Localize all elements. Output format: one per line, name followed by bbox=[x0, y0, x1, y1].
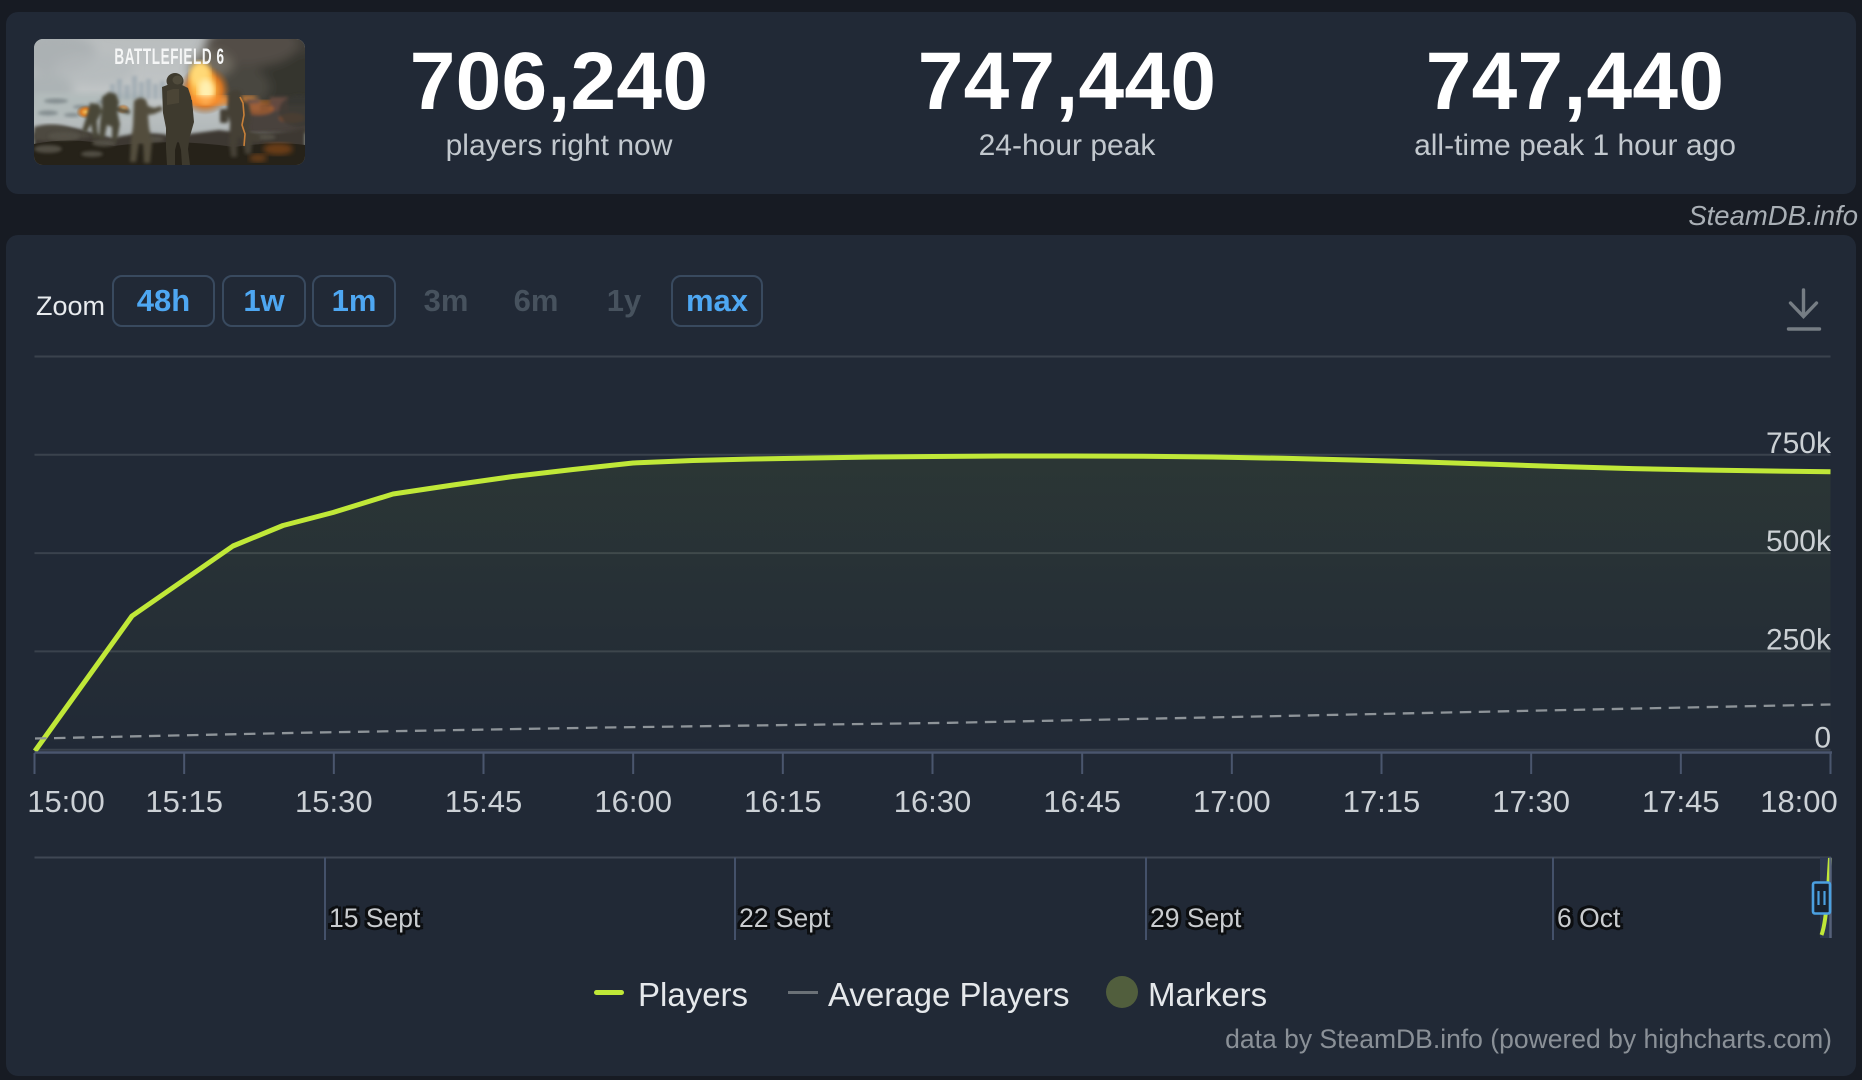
svg-text:16:15: 16:15 bbox=[744, 784, 822, 819]
svg-text:18:00: 18:00 bbox=[1760, 784, 1838, 819]
svg-text:500k: 500k bbox=[1766, 525, 1832, 558]
svg-text:15:30: 15:30 bbox=[295, 784, 373, 819]
svg-text:17:15: 17:15 bbox=[1343, 784, 1421, 819]
svg-text:0: 0 bbox=[1814, 722, 1831, 755]
svg-text:BATTLEFIELD 6: BATTLEFIELD 6 bbox=[114, 43, 224, 68]
svg-text:16:30: 16:30 bbox=[894, 784, 972, 819]
svg-text:750k: 750k bbox=[1766, 427, 1832, 460]
svg-text:17:00: 17:00 bbox=[1193, 784, 1271, 819]
svg-text:250k: 250k bbox=[1766, 624, 1832, 657]
svg-text:16:00: 16:00 bbox=[594, 784, 672, 819]
svg-text:17:30: 17:30 bbox=[1492, 784, 1570, 819]
svg-text:15:00: 15:00 bbox=[27, 784, 105, 819]
svg-text:17:45: 17:45 bbox=[1642, 784, 1720, 819]
svg-text:15:15: 15:15 bbox=[145, 784, 223, 819]
svg-text:16:45: 16:45 bbox=[1043, 784, 1121, 819]
svg-text:15:45: 15:45 bbox=[445, 784, 523, 819]
